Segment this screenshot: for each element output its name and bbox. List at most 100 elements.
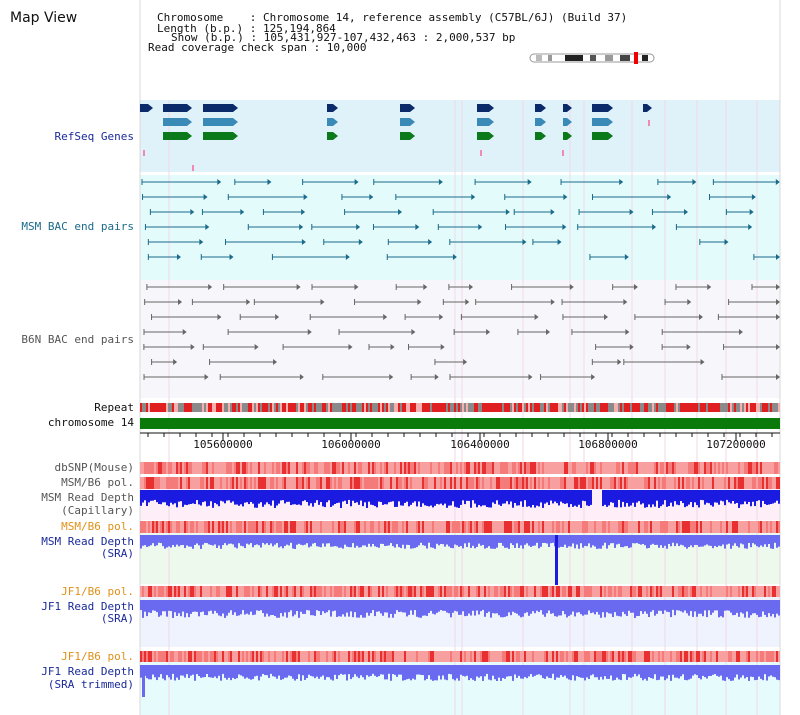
jf1-b6-pol-heat: [480, 586, 482, 597]
msm-b6-pol-heat-2: [638, 521, 640, 533]
repeat-segment: [694, 403, 696, 412]
jf1-sra-depth: [312, 600, 314, 616]
dbsnp-heat: [680, 462, 682, 474]
b6n-bac-pair-arrow: [700, 359, 705, 365]
msm-b6-pol-heat-2: [502, 521, 504, 533]
track-label-jf1-depth-trimmed[interactable]: JF1 Read Depth: [41, 665, 134, 678]
jf1-b6-pol-heat: [400, 586, 402, 597]
jf1-sra-depth: [752, 600, 754, 614]
msm-sra-depth: [324, 535, 326, 547]
jf1-sra-depth: [588, 600, 590, 611]
msm-b6-pol-heat: [350, 477, 352, 489]
msm-sra-depth: [536, 535, 538, 543]
gene-block: [327, 104, 333, 112]
msm-sra-depth: [632, 535, 634, 544]
msm-b6-pol-heat-2: [504, 521, 506, 533]
msm-b6-pol-heat: [544, 477, 546, 489]
track-label-jf1-depth-sra[interactable]: JF1 Read Depth: [41, 600, 134, 613]
track-label-b6n-bac[interactable]: B6N BAC end pairs: [21, 333, 134, 346]
msm-b6-pol-heat: [292, 477, 294, 489]
msm-sra-depth: [224, 535, 226, 544]
jf1-trimmed-depth: [654, 665, 656, 675]
msm-b6-pol-heat: [494, 477, 496, 489]
msm-capillary-depth: [756, 490, 758, 502]
msm-b6-pol-heat: [214, 477, 216, 489]
msm-sra-depth: [564, 535, 566, 545]
msm-sra-depth: [550, 535, 552, 544]
b6n-bac-pair-arrow: [204, 374, 209, 380]
msm-b6-pol-heat: [268, 477, 270, 489]
track-label-chromosome[interactable]: chromosome 14: [47, 416, 134, 429]
track-label-msm-depth-capillary[interactable]: MSM Read Depth: [41, 491, 134, 504]
msm-capillary-depth: [714, 490, 716, 503]
jf1-b6-pol-heat-2: [332, 651, 334, 662]
repeat-segment: [664, 403, 666, 412]
msm-b6-pol-heat: [198, 477, 200, 489]
jf1-trimmed-depth: [758, 665, 760, 677]
track-label-msm-b6-pol-2[interactable]: MSM/B6 pol.: [61, 520, 134, 533]
repeat-segment: [296, 403, 298, 412]
dbsnp-heat: [172, 462, 174, 474]
jf1-trimmed-depth: [680, 665, 682, 677]
jf1-trimmed-depth: [378, 665, 380, 677]
msm-capillary-depth: [712, 490, 714, 507]
msm-sra-depth: [270, 535, 272, 544]
jf1-b6-pol-heat: [346, 586, 348, 597]
jf1-b6-pol-heat: [398, 586, 400, 597]
repeat-segment: [282, 403, 284, 412]
track-label-msm-depth-sra[interactable]: MSM Read Depth: [41, 535, 134, 548]
repeat-segment: [176, 403, 178, 412]
gene-arrow: [541, 104, 546, 112]
msm-sra-depth: [384, 535, 386, 546]
msm-sra-depth: [742, 535, 744, 545]
track-label-repeat[interactable]: Repeat: [94, 401, 134, 414]
msm-sra-depth: [766, 535, 768, 547]
jf1-b6-pol-heat-2: [142, 651, 144, 662]
jf1-b6-pol-heat-2: [312, 651, 314, 662]
jf1-b6-pol-heat-2: [776, 651, 778, 662]
msm-sra-depth: [208, 535, 210, 545]
dbsnp-heat: [354, 462, 356, 474]
msm-bac-pair-arrow: [356, 224, 361, 230]
msm-b6-pol-heat: [206, 477, 208, 489]
track-label-dbsnp[interactable]: dbSNP(Mouse): [54, 461, 134, 474]
msm-capillary-depth: [404, 490, 406, 503]
repeat-segment: [550, 403, 552, 412]
jf1-sra-depth: [732, 600, 734, 616]
repeat-segment: [498, 403, 500, 412]
msm-sra-depth: [592, 535, 594, 546]
jf1-trimmed-depth: [270, 665, 272, 674]
repeat-segment: [370, 403, 372, 412]
jf1-trimmed-depth: [244, 665, 246, 679]
msm-sra-depth: [294, 535, 296, 549]
track-label-jf1-b6-pol[interactable]: JF1/B6 pol.: [61, 585, 134, 598]
jf1-b6-pol-heat: [698, 586, 700, 597]
jf1-b6-pol-heat-2: [238, 651, 240, 662]
msm-b6-pol-heat: [622, 477, 624, 489]
msm-b6-pol-heat: [290, 477, 292, 489]
msm-bac-pair-arrow: [724, 239, 729, 245]
jf1-trimmed-depth: [150, 665, 152, 680]
msm-b6-pol-heat: [220, 477, 222, 489]
jf1-b6-pol-heat-2: [512, 651, 514, 662]
repeat-segment: [358, 403, 360, 412]
jf1-b6-pol-heat-2: [346, 651, 348, 662]
track-label-refseq[interactable]: RefSeq Genes: [54, 130, 134, 143]
jf1-b6-pol-heat: [310, 586, 312, 597]
track-label-msm-b6-pol[interactable]: MSM/B6 pol.: [61, 476, 134, 489]
msm-b6-pol-heat: [462, 477, 464, 489]
repeat-segment: [286, 403, 288, 412]
msm-capillary-depth: [158, 490, 160, 504]
msm-b6-pol-heat-2: [724, 521, 726, 533]
msm-capillary-depth: [566, 490, 568, 504]
msm-b6-pol-heat: [686, 477, 688, 489]
dbsnp-heat: [358, 462, 360, 474]
jf1-trimmed-depth: [386, 665, 388, 680]
track-label-msm-bac[interactable]: MSM BAC end pairs: [21, 220, 134, 233]
track-label-jf1-b6-pol-2[interactable]: JF1/B6 pol.: [61, 650, 134, 663]
msm-capillary-depth: [318, 490, 320, 505]
msm-sra-depth: [146, 535, 148, 547]
msm-b6-pol-heat: [706, 477, 708, 489]
jf1-b6-pol-heat: [426, 586, 428, 597]
